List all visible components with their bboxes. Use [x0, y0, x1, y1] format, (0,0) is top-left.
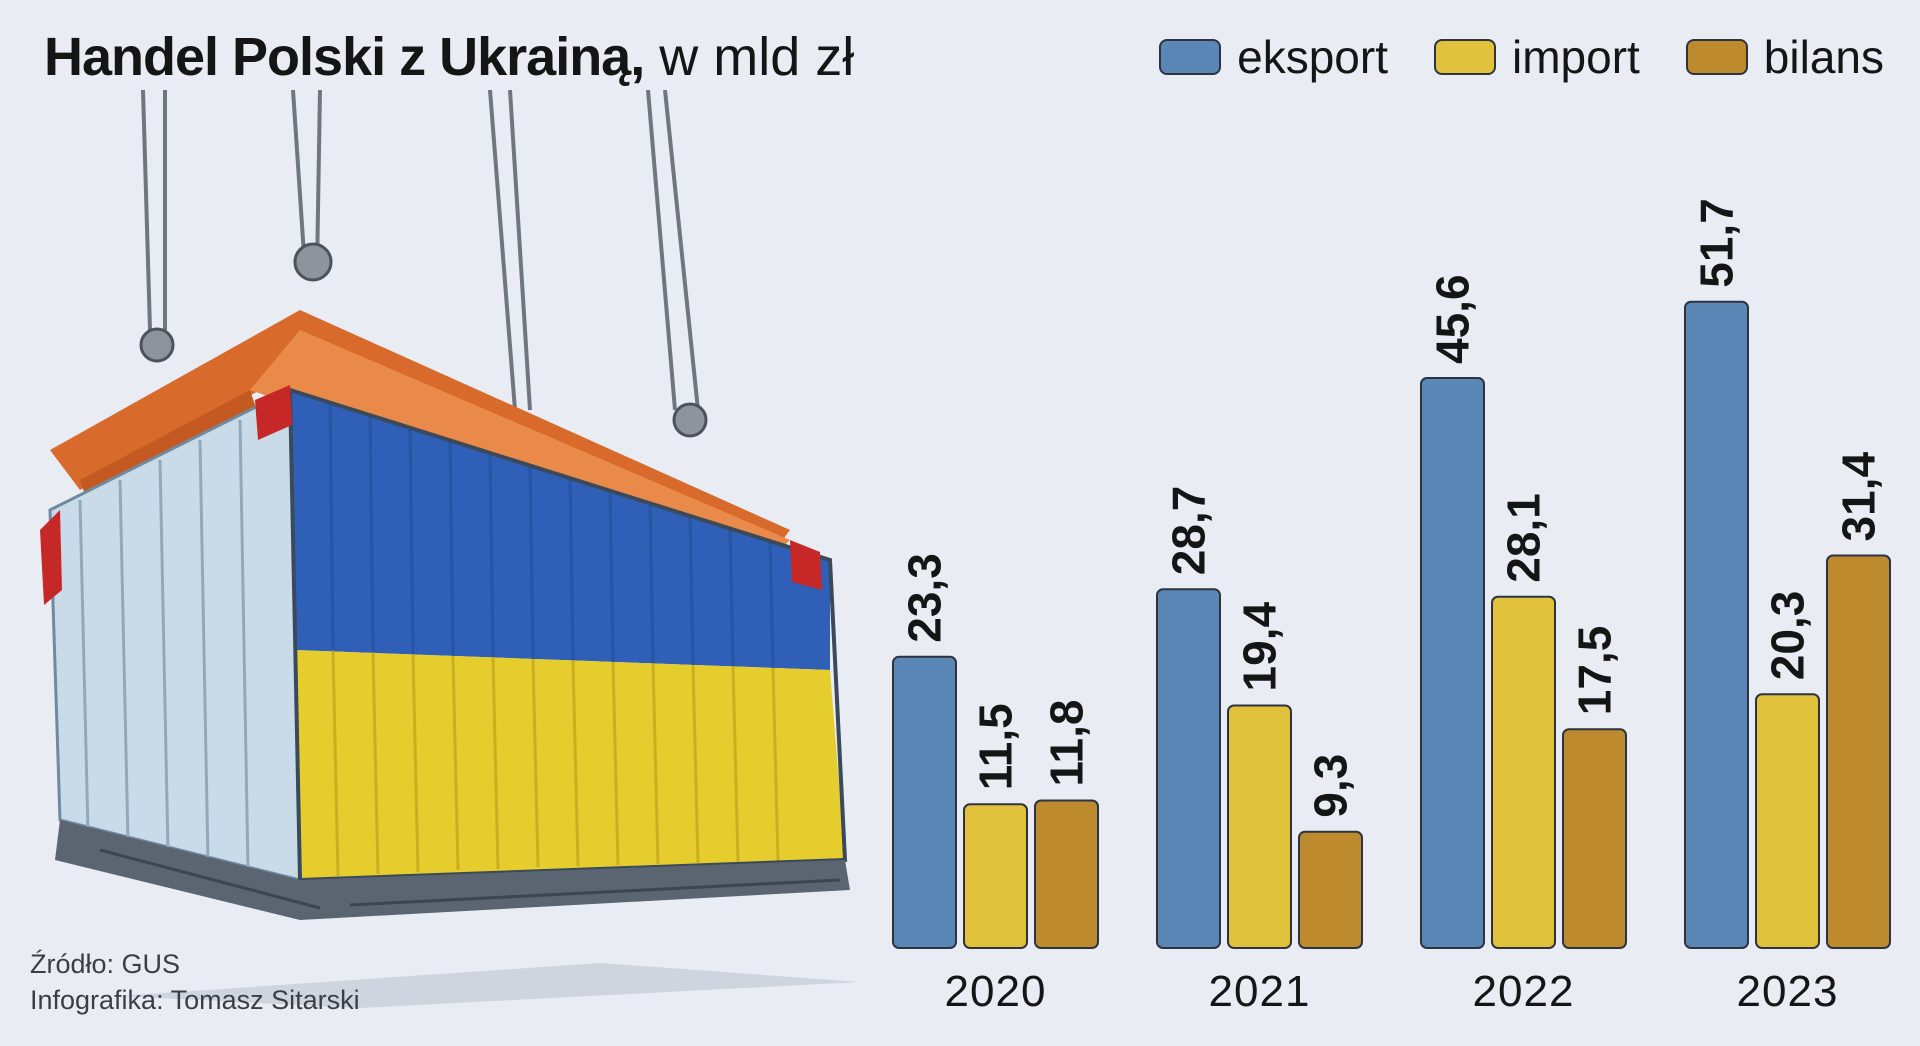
legend-label-bilans: bilans: [1763, 31, 1884, 83]
bar-bilans-2023: [1826, 554, 1891, 949]
legend: eksport import bilans: [1159, 30, 1884, 84]
legend-item-import: import: [1433, 30, 1640, 84]
category-label-2022: 2022: [1473, 967, 1575, 1016]
footer: Źródło: GUS Infografika: Tomasz Sitarski: [30, 946, 360, 1018]
credit-note: Infografika: Tomasz Sitarski: [30, 985, 360, 1015]
category-label-2020: 2020: [945, 967, 1047, 1016]
legend-swatch-import: [1433, 39, 1496, 75]
chart-title-unit: w mld zł: [659, 27, 855, 87]
category-label-2021: 2021: [1209, 967, 1311, 1016]
chart-title: Handel Polski z Ukrainą, w mld zł: [44, 26, 854, 88]
data-label-bilans-2021: 9,3: [1305, 754, 1357, 818]
bar-eksport-2023: [1684, 300, 1749, 949]
bar-bilans-2021: [1298, 830, 1363, 949]
data-label-import-2023: 20,3: [1762, 591, 1814, 681]
legend-label-eksport: eksport: [1237, 31, 1388, 83]
legend-swatch-eksport: [1159, 39, 1222, 75]
legend-item-bilans: bilans: [1685, 30, 1884, 84]
data-label-eksport-2022: 45,6: [1427, 274, 1479, 364]
bar-bilans-2020: [1034, 799, 1099, 949]
bar-import-2023: [1755, 693, 1820, 949]
legend-item-eksport: eksport: [1159, 30, 1388, 84]
chart-title-main: Handel Polski z Ukrainą,: [44, 27, 645, 87]
legend-swatch-bilans: [1685, 39, 1748, 75]
bar-eksport-2020: [892, 655, 957, 949]
bar-import-2022: [1491, 595, 1556, 949]
data-label-bilans-2020: 11,8: [1041, 700, 1093, 787]
data-label-bilans-2022: 17,5: [1569, 626, 1621, 716]
data-label-import-2022: 28,1: [1498, 493, 1550, 583]
data-label-import-2020: 11,5: [970, 703, 1022, 790]
data-label-eksport-2021: 28,7: [1163, 486, 1215, 576]
source-note: Źródło: GUS: [30, 949, 181, 979]
data-label-eksport-2023: 51,7: [1691, 198, 1743, 288]
bar-bilans-2022: [1562, 728, 1627, 949]
bar-eksport-2021: [1156, 588, 1221, 949]
legend-label-import: import: [1511, 31, 1640, 83]
category-label-2023: 2023: [1737, 967, 1839, 1016]
bar-import-2021: [1227, 704, 1292, 949]
bar-import-2020: [963, 803, 1028, 949]
bar-eksport-2022: [1420, 377, 1485, 949]
data-label-bilans-2023: 31,4: [1833, 452, 1885, 542]
shipping-container-ukraine-flag-icon: [40, 90, 860, 1008]
data-label-import-2021: 19,4: [1234, 602, 1286, 692]
data-label-eksport-2020: 23,3: [899, 553, 951, 643]
